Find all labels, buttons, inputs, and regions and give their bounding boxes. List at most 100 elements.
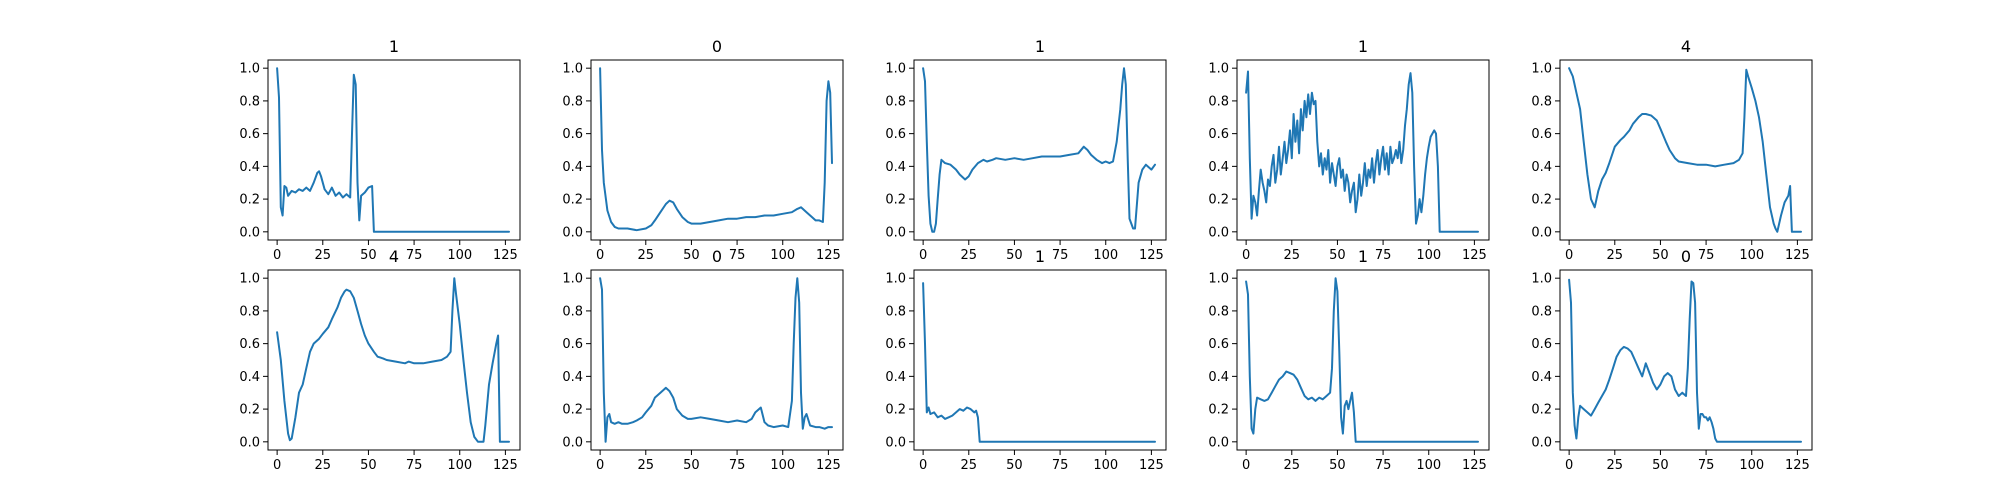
y-tick-label: 0.0	[1531, 225, 1552, 240]
x-tick-label: 75	[729, 248, 746, 263]
x-tick-label: 100	[447, 458, 472, 473]
y-tick-label: 0.6	[1531, 127, 1552, 142]
x-tick-label: 100	[1416, 248, 1441, 263]
y-tick-label: 0.2	[885, 403, 906, 418]
x-tick-label: 75	[1052, 248, 1069, 263]
x-tick-label: 50	[683, 248, 700, 263]
y-tick-label: 0.0	[885, 435, 906, 450]
y-tick-label: 0.4	[239, 370, 260, 385]
subplot-4: 1 0 25 50 75 100 125 0.0 0.2 0.4 0.6 0.8 1.0	[1208, 37, 1490, 263]
x-tick-label: 100	[1739, 248, 1764, 263]
x-tick-label: 25	[638, 458, 655, 473]
y-tick-label: 0.4	[885, 160, 906, 175]
x-tick-label: 25	[1284, 458, 1301, 473]
x-tick-label: 75	[406, 458, 423, 473]
subplot-title: 4	[1681, 37, 1691, 56]
y-tick-label: 0.0	[885, 225, 906, 240]
x-tick-label: 25	[315, 458, 332, 473]
axes-frame	[1236, 59, 1490, 241]
subplot-title: 1	[1035, 37, 1045, 56]
x-tick-label: 50	[1652, 248, 1669, 263]
x-tick-label: 100	[770, 248, 795, 263]
y-tick-label: 0.0	[239, 225, 260, 240]
series-line	[276, 67, 510, 233]
x-tick-label: 75	[1375, 248, 1392, 263]
subplot-title: 4	[389, 247, 399, 266]
y-tick-label: 0.2	[885, 193, 906, 208]
x-tick-label: 0	[919, 458, 927, 473]
y-tick-label: 0.8	[1531, 304, 1552, 319]
y-tick-label: 1.0	[562, 272, 583, 287]
subplot-7: 0 0 25 50 75 100 125 0.0 0.2 0.4 0.6 0.8 1.0	[562, 247, 844, 473]
x-tick-label: 0	[596, 248, 604, 263]
y-tick-label: 0.2	[1531, 193, 1552, 208]
subplot-title: 0	[712, 247, 722, 266]
x-tick-label: 25	[1607, 458, 1624, 473]
y-tick-label: 1.0	[1208, 272, 1229, 287]
subplot-5: 4 0 25 50 75 100 125 0.0 0.2 0.4 0.6 0.8 1.0	[1531, 37, 1813, 263]
subplot-title: 1	[1358, 37, 1368, 56]
y-tick-label: 0.0	[1208, 435, 1229, 450]
x-tick-label: 125	[493, 248, 518, 263]
y-tick-label: 0.8	[1531, 94, 1552, 109]
y-tick-label: 0.4	[1531, 160, 1552, 175]
y-tick-label: 1.0	[885, 272, 906, 287]
y-tick-label: 0.8	[562, 304, 583, 319]
y-tick-label: 0.2	[239, 403, 260, 418]
y-tick-label: 0.4	[1208, 160, 1229, 175]
series-line	[1245, 277, 1479, 443]
axes-frame	[267, 59, 521, 241]
x-tick-label: 25	[961, 458, 978, 473]
series-line	[599, 277, 833, 443]
y-tick-label: 1.0	[239, 272, 260, 287]
x-tick-label: 0	[1565, 248, 1573, 263]
x-tick-label: 75	[1375, 458, 1392, 473]
x-tick-label: 75	[1052, 458, 1069, 473]
x-tick-label: 75	[1698, 248, 1715, 263]
x-tick-label: 50	[1329, 458, 1346, 473]
subplot-6: 4 0 25 50 75 100 125 0.0 0.2 0.4 0.6 0.8 1.0	[239, 247, 521, 473]
y-tick-label: 0.6	[562, 337, 583, 352]
y-tick-label: 0.6	[885, 337, 906, 352]
y-tick-label: 0.6	[562, 127, 583, 142]
y-tick-label: 0.8	[885, 94, 906, 109]
x-tick-label: 25	[961, 248, 978, 263]
y-tick-label: 0.8	[885, 304, 906, 319]
subplot-title: 1	[1035, 247, 1045, 266]
y-tick-label: 0.6	[1208, 337, 1229, 352]
x-tick-label: 0	[273, 248, 281, 263]
y-tick-label: 0.2	[239, 193, 260, 208]
y-tick-label: 0.0	[1531, 435, 1552, 450]
y-tick-label: 0.4	[562, 160, 583, 175]
x-tick-label: 125	[493, 458, 518, 473]
y-tick-label: 0.4	[239, 160, 260, 175]
x-tick-label: 100	[770, 458, 795, 473]
y-tick-label: 0.4	[1208, 370, 1229, 385]
y-tick-label: 0.0	[562, 435, 583, 450]
y-tick-label: 0.6	[239, 127, 260, 142]
series-line	[276, 277, 510, 443]
x-tick-label: 25	[315, 248, 332, 263]
x-tick-label: 100	[1739, 458, 1764, 473]
y-tick-label: 0.0	[562, 225, 583, 240]
y-tick-label: 0.2	[1531, 403, 1552, 418]
axes-frame	[590, 59, 844, 241]
x-tick-label: 25	[1607, 248, 1624, 263]
x-tick-label: 0	[1242, 248, 1250, 263]
x-tick-label: 0	[273, 458, 281, 473]
x-tick-label: 50	[360, 458, 377, 473]
x-tick-label: 125	[1462, 248, 1487, 263]
x-tick-label: 25	[638, 248, 655, 263]
y-tick-label: 0.2	[562, 193, 583, 208]
x-tick-label: 50	[683, 458, 700, 473]
x-tick-label: 0	[1242, 458, 1250, 473]
series-line	[1568, 67, 1802, 233]
subplot-10: 0 0 25 50 75 100 125 0.0 0.2 0.4 0.6 0.8 1.0	[1531, 247, 1813, 473]
axes-frame	[1236, 269, 1490, 451]
x-tick-label: 100	[447, 248, 472, 263]
x-tick-label: 50	[1006, 458, 1023, 473]
axes-frame	[1559, 59, 1813, 241]
axes-frame	[913, 59, 1167, 241]
x-tick-label: 25	[1284, 248, 1301, 263]
